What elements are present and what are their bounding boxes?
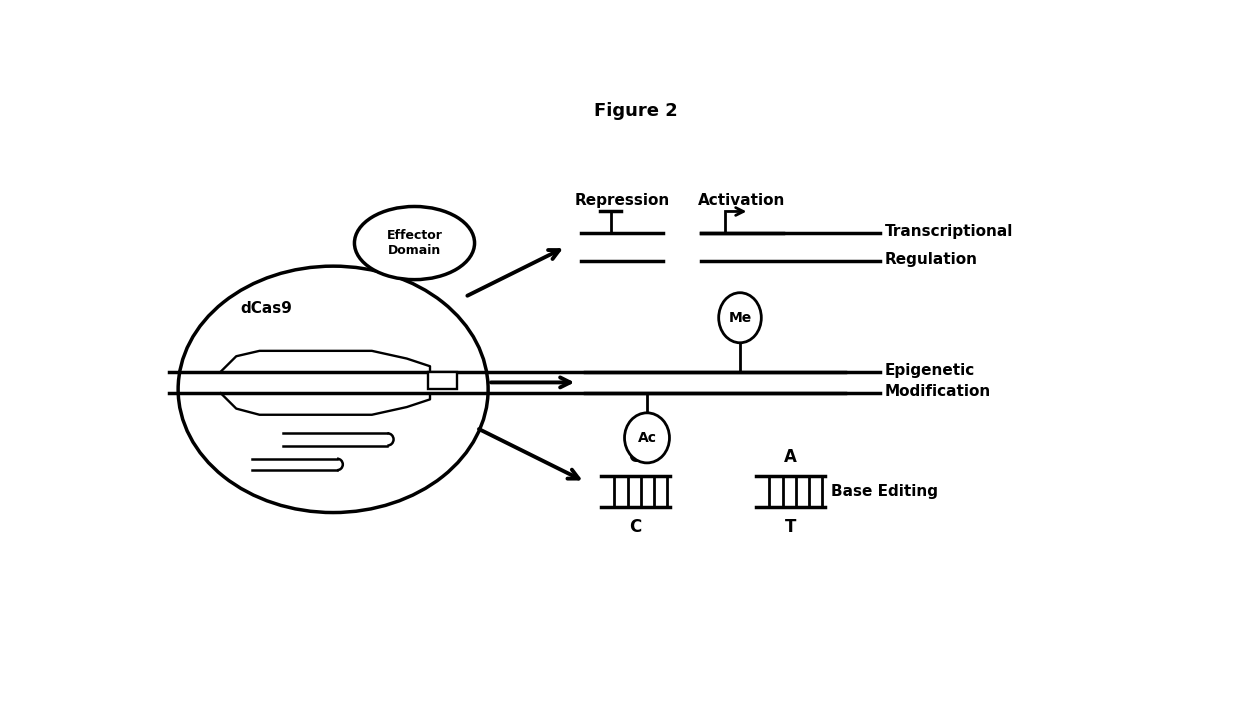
Text: Me: Me	[729, 311, 752, 324]
Ellipse shape	[719, 293, 761, 343]
Text: Activation: Activation	[699, 193, 786, 209]
Bar	[427, 371, 457, 388]
Ellipse shape	[624, 413, 669, 463]
Ellipse shape	[354, 207, 475, 280]
Text: Effector
Domain: Effector Domain	[387, 229, 442, 257]
Text: Repression: Repression	[574, 193, 669, 209]
Text: T: T	[784, 518, 797, 536]
Text: Epigenetic: Epigenetic	[885, 363, 975, 378]
Text: A: A	[784, 447, 797, 466]
Text: G: G	[628, 447, 642, 466]
Text: Regulation: Regulation	[885, 252, 978, 267]
Text: Figure 2: Figure 2	[593, 102, 678, 120]
Text: Modification: Modification	[885, 384, 991, 399]
Text: Base Editing: Base Editing	[830, 484, 938, 499]
Text: Transcriptional: Transcriptional	[885, 224, 1014, 239]
Text: C: C	[629, 518, 642, 536]
Text: Ac: Ac	[638, 431, 657, 445]
Text: dCas9: dCas9	[240, 301, 292, 316]
